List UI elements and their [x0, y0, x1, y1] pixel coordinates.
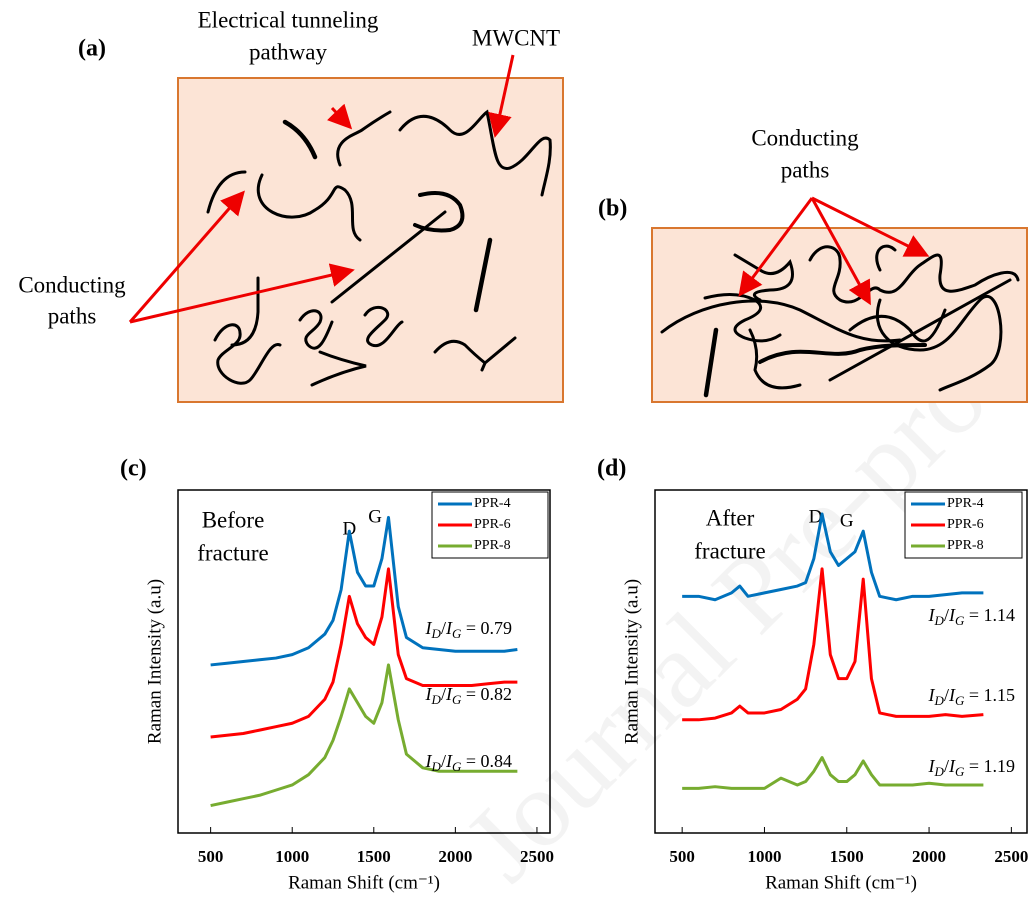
annotation: fracture: [197, 540, 269, 565]
annotation: Electrical tunneling: [198, 7, 379, 32]
legend-label: PPR-6: [474, 517, 511, 532]
figure: Journal Pre-proof (a) Electrical tunneli…: [0, 0, 1028, 901]
ratio-label: ID/IG = 0.84: [425, 751, 512, 774]
x-tick-label: 2000: [438, 847, 472, 866]
panel-label: (b): [598, 196, 627, 222]
panel-label: (c): [120, 456, 147, 482]
ratio-part: =: [461, 751, 480, 771]
annotation: paths: [781, 157, 830, 182]
legend-label: PPR-8: [474, 538, 511, 553]
x-axis-label: Raman Shift (cm⁻¹): [765, 872, 917, 893]
x-axis-label: Raman Shift (cm⁻¹): [288, 872, 440, 893]
ratio-part: =: [461, 618, 480, 638]
x-tick-label: 1500: [357, 847, 391, 866]
panel-label: (a): [78, 36, 106, 62]
annotation: Before: [202, 507, 265, 532]
y-axis-label: Raman Intensity (a.u): [144, 579, 165, 744]
ratio-label: ID/IG = 1.14: [928, 605, 1015, 628]
annotation: fracture: [694, 538, 766, 563]
peak-label: G: [840, 510, 854, 531]
x-tick-label: 2500: [994, 847, 1028, 866]
ratio-value: 1.15: [984, 685, 1016, 705]
ratio-part: D: [934, 693, 945, 708]
y-axis-label: Raman Intensity (a.u): [621, 579, 642, 744]
legend-label: PPR-4: [947, 496, 984, 511]
x-tick-label: 1500: [830, 847, 864, 866]
annotation: Conducting: [751, 125, 859, 150]
x-tick-label: 1000: [747, 847, 781, 866]
ratio-part: =: [964, 605, 983, 625]
annotation: paths: [48, 303, 97, 328]
annotation: Conducting: [18, 272, 126, 297]
ratio-label: ID/IG = 0.79: [425, 618, 512, 641]
ratio-value: 1.14: [984, 605, 1016, 625]
ratio-label: ID/IG = 0.82: [425, 684, 512, 707]
peak-label: G: [368, 506, 382, 527]
ratio-part: =: [964, 685, 983, 705]
legend-label: PPR-4: [474, 496, 511, 511]
matrix-a: [178, 78, 563, 402]
ratio-part: D: [934, 764, 945, 779]
panel-label: (d): [597, 456, 626, 482]
ratio-value: 1.19: [984, 756, 1016, 776]
ratio-part: D: [431, 626, 442, 641]
x-tick-label: 2000: [912, 847, 946, 866]
x-tick-label: 500: [198, 847, 224, 866]
x-tick-label: 1000: [275, 847, 309, 866]
ratio-value: 0.84: [481, 751, 513, 771]
ratio-part: D: [431, 759, 442, 774]
ratio-part: =: [461, 684, 480, 704]
ratio-label: ID/IG = 1.15: [928, 685, 1015, 708]
ratio-part: D: [934, 613, 945, 628]
ratio-label: ID/IG = 1.19: [928, 756, 1015, 779]
annotation: After: [706, 505, 755, 530]
legend-label: PPR-8: [947, 538, 984, 553]
legend-label: PPR-6: [947, 517, 984, 532]
ratio-value: 0.82: [481, 684, 513, 704]
annotation: pathway: [249, 39, 327, 64]
x-tick-label: 500: [669, 847, 695, 866]
x-tick-label: 2500: [520, 847, 554, 866]
ratio-part: D: [431, 692, 442, 707]
annotation: MWCNT: [472, 25, 560, 50]
ratio-value: 0.79: [481, 618, 513, 638]
ratio-part: =: [964, 756, 983, 776]
